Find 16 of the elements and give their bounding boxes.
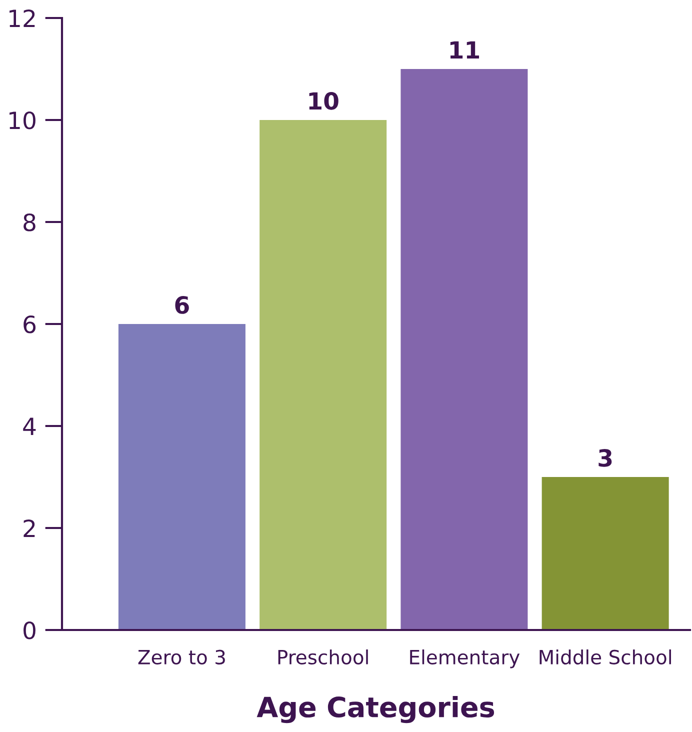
- y-tick-label: 6: [24, 315, 36, 334]
- data-label: 11: [450, 41, 480, 59]
- y-tick-label: 0: [24, 621, 36, 640]
- x-tick-label: Preschool: [278, 649, 368, 664]
- y-tick-label: 2: [24, 519, 35, 537]
- y-tick-label: 10: [10, 111, 36, 130]
- data-label: 3: [598, 449, 612, 467]
- x-tick-label: Middle School: [540, 649, 671, 664]
- data-label: 6: [175, 296, 189, 314]
- x-tick-label: Elementary: [410, 649, 520, 668]
- x-axis-title: Age Categories: [256, 696, 494, 724]
- y-tick-label: 12: [10, 9, 35, 27]
- y-tick-label: 4: [23, 418, 36, 435]
- x-tick-label: Zero to 3: [138, 650, 225, 664]
- y-tick-label: 8: [24, 213, 36, 232]
- data-label: 10: [309, 92, 338, 110]
